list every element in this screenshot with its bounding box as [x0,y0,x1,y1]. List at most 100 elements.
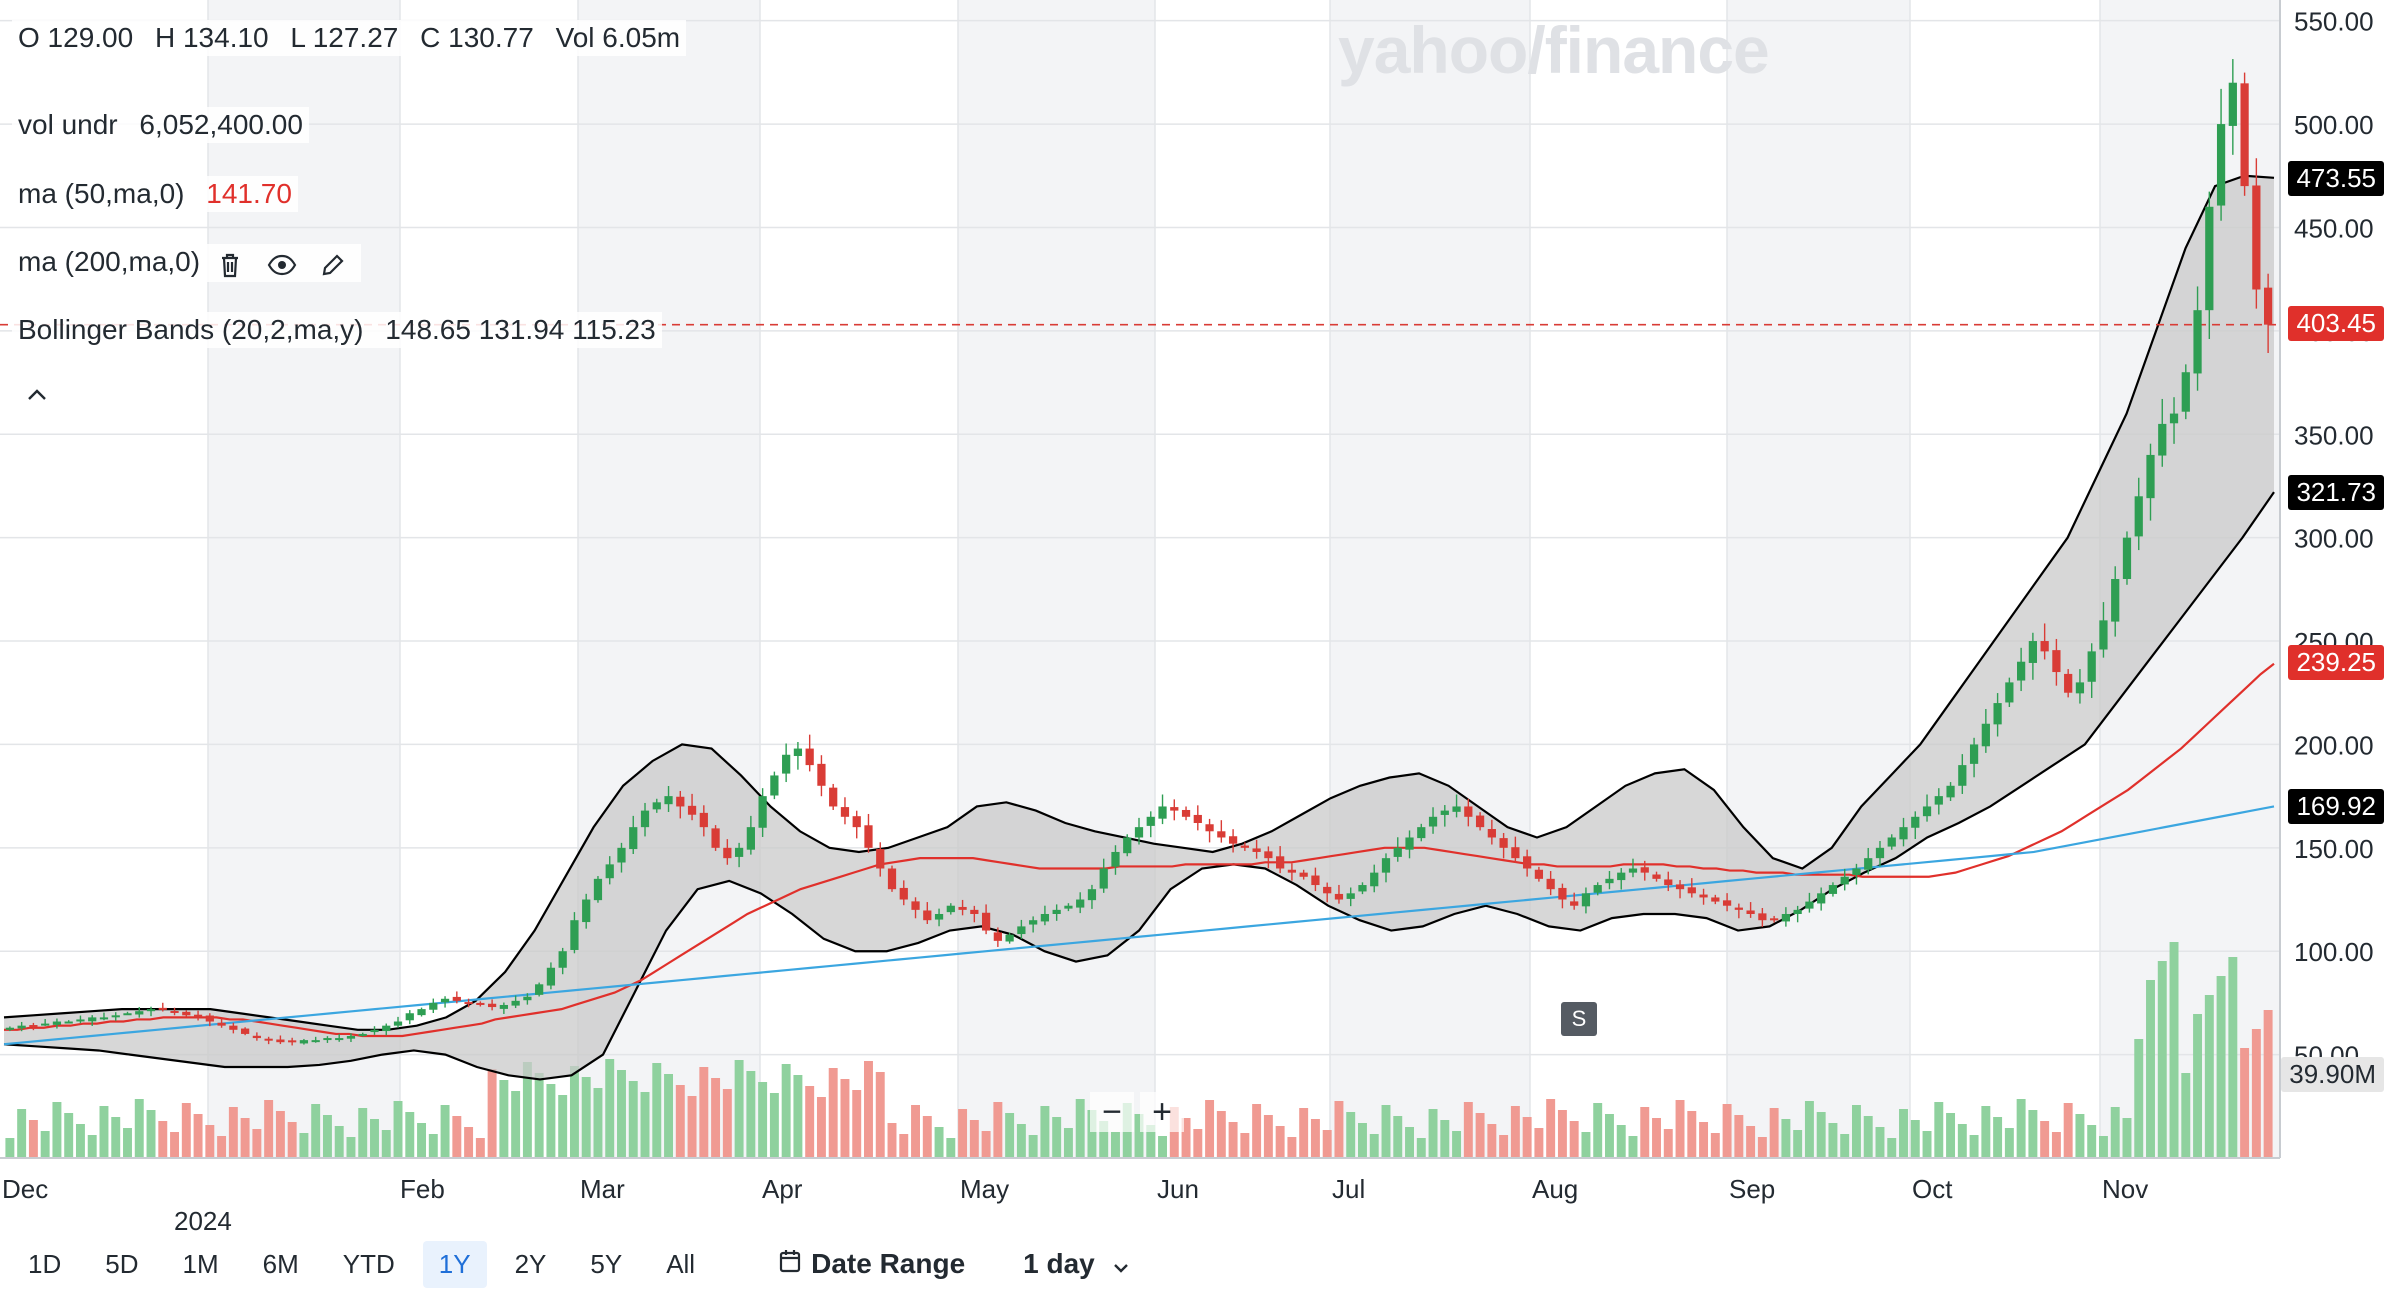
volume-bar [569,1066,579,1158]
candle-body [770,775,779,796]
high-value: H 134.10 [154,22,269,53]
zoom-out-button[interactable]: − [1090,1092,1134,1132]
candle-body [405,1013,414,1021]
vol-undr-legend[interactable]: vol undr 6,052,400.00 [12,107,309,143]
open-value: O 129.00 [18,22,134,53]
volume-bar [899,1134,909,1158]
candle-body [946,905,955,913]
candle-body [1346,893,1355,899]
candle-body [582,899,591,923]
zoom-in-button[interactable]: + [1140,1092,1184,1132]
volume-bar [1640,1107,1650,1158]
candle-body [1052,909,1061,914]
range-button-5y[interactable]: 5Y [590,1248,623,1279]
candle-body [417,1009,426,1016]
volume-bar [1793,1130,1803,1158]
volume-bar [922,1116,932,1158]
candle-body [1217,831,1226,838]
candle-body [487,1003,497,1008]
volume-bar [1111,1132,1120,1158]
candle-body [252,1035,261,1039]
range-button-1d[interactable]: 1D [28,1248,62,1279]
candle-body [1922,806,1932,817]
date-range-button[interactable]: Date Range [779,1248,965,1280]
volume-bar [1510,1106,1520,1158]
candle-body [1523,856,1532,869]
pencil-icon[interactable] [311,246,355,282]
volume-bar [1063,1128,1073,1158]
trash-icon[interactable] [208,246,252,282]
volume-bar [240,1118,250,1158]
candle-body [523,996,532,1001]
ma50-legend[interactable]: ma (50,ma,0) 141.70 [12,176,298,212]
volume-bar [75,1124,85,1158]
volume-bar [1146,1125,1156,1158]
candle-body [205,1015,214,1022]
candle-body [1581,893,1591,907]
volume-bar [875,1072,885,1158]
candle-body [652,802,661,810]
volume-bar [1828,1123,1838,1158]
candle-body [1205,824,1214,832]
candle-body [1570,901,1579,906]
candle-body [1276,856,1285,869]
volume-bar [2169,942,2179,1158]
price-label: 321.73 [2288,474,2384,510]
candle-body [276,1039,285,1043]
interval-dropdown[interactable]: 1 day [1023,1248,1128,1280]
candle-body [1323,886,1332,894]
range-button-6m[interactable]: 6M [262,1248,299,1279]
candle-body [2099,620,2108,650]
candle-body [1393,847,1402,857]
x-tick-label: Oct [1912,1174,1953,1204]
volume-bar [1746,1126,1756,1158]
candle-body [1087,889,1097,901]
candle-body [2146,454,2155,499]
y-tick-label: 550.00 [2294,7,2374,37]
volume-bar [1546,1099,1556,1158]
candle-body [1628,868,1638,873]
date-range-label: Date Range [811,1248,966,1279]
chevron-down-icon [1113,1248,1129,1279]
candle-body [1593,885,1602,893]
range-button-1m[interactable]: 1M [182,1248,219,1279]
volume-bar [1052,1117,1062,1158]
volume-bar [440,1105,450,1158]
candle-body [1652,874,1661,879]
y-tick-label: 500.00 [2294,110,2374,140]
candle-body [382,1025,391,1032]
volume-bar [816,1097,826,1158]
eye-icon[interactable] [260,246,304,282]
volume-bar [722,1089,732,1158]
y-tick-label: 150.00 [2294,834,2374,864]
volume-bar [981,1131,991,1158]
candle-body [2134,496,2143,537]
candle-body [1993,703,2002,725]
volume-bar [1158,1136,1167,1158]
candle-body [1158,806,1167,819]
candle-body [1134,827,1144,838]
split-marker[interactable]: S [1561,1002,1597,1036]
candle-body [370,1029,379,1033]
x-tick-label: Sep [1729,1174,1775,1204]
range-button-2y[interactable]: 2Y [514,1248,547,1279]
volume-bar [1099,1121,1109,1158]
range-button-ytd[interactable]: YTD [342,1248,395,1279]
volume-bar [146,1110,156,1158]
low-value: L 127.27 [290,22,399,53]
ma200-legend[interactable]: ma (200,ma,0) [12,244,362,282]
candle-body [1911,816,1920,828]
x-tick-label: Jul [1332,1174,1365,1204]
range-button-1y[interactable]: 1Y [422,1240,487,1288]
volume-bar [1722,1104,1732,1158]
range-button-all[interactable]: All [666,1248,696,1279]
candle-body [170,1010,179,1013]
chevron-up-icon[interactable] [26,378,48,409]
range-button-5d[interactable]: 5D [105,1248,139,1279]
candle-body [1428,816,1438,827]
bollinger-legend[interactable]: Bollinger Bands (20,2,ma,y) 148.65 131.9… [12,312,662,348]
candle-body [499,1004,508,1009]
yahoo-finance-watermark: yahoo/finance [1338,13,1770,87]
candle-body [2075,682,2085,694]
